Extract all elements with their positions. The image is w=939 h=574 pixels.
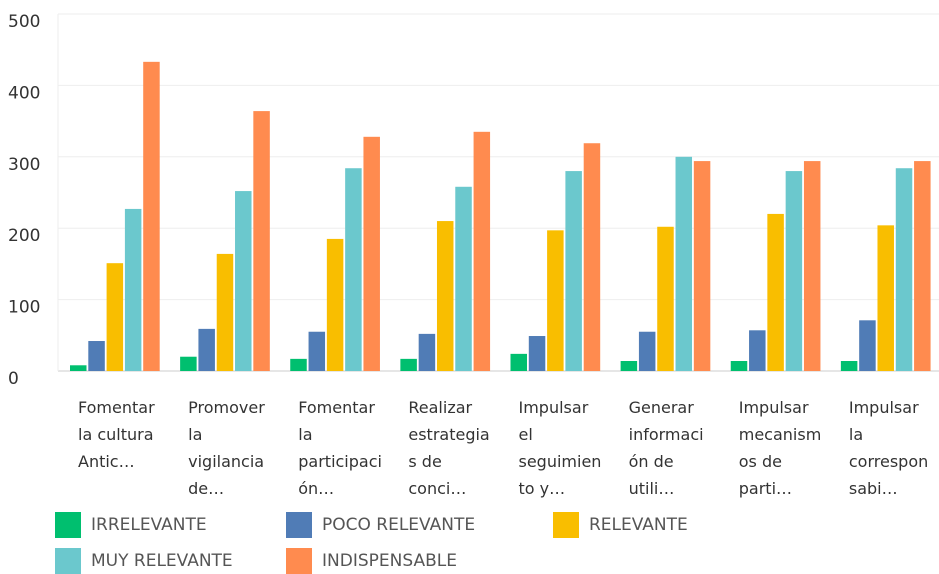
bar xyxy=(730,361,748,371)
legend-swatch xyxy=(553,512,579,538)
y-tick-label: 300 xyxy=(8,155,40,175)
bar xyxy=(345,168,362,371)
bar xyxy=(693,161,711,371)
legend-swatch xyxy=(55,548,81,574)
bar xyxy=(124,208,142,371)
y-tick-label: 400 xyxy=(8,83,40,103)
bar xyxy=(143,61,160,371)
y-tick-label: 200 xyxy=(8,226,40,246)
bar xyxy=(180,356,197,371)
bar xyxy=(840,361,858,371)
x-tick-label: Impulsar mecanismos de parti… xyxy=(738,398,822,498)
bar xyxy=(803,161,821,371)
y-tick-label: 100 xyxy=(8,298,40,318)
bar xyxy=(767,213,784,371)
legend-item: MUY RELEVANTE xyxy=(55,548,233,574)
legend-item: IRRELEVANTE xyxy=(55,512,207,538)
y-tick-label: 0 xyxy=(8,369,19,389)
bar xyxy=(620,361,638,371)
bar xyxy=(657,226,674,371)
bar xyxy=(106,263,124,371)
legend-swatch xyxy=(286,548,312,574)
legend-label: INDISPENSABLE xyxy=(322,551,457,571)
y-tick-label: 500 xyxy=(8,12,40,32)
legend-swatch xyxy=(55,512,81,538)
bar xyxy=(473,131,491,371)
x-tick-label: Fomentar la cultura Antic… xyxy=(78,398,155,471)
x-tick-label: Generar información de utili… xyxy=(628,398,704,498)
x-tick-label: Impulsar el seguimiento y… xyxy=(518,398,602,498)
bar xyxy=(565,171,582,371)
legend-label: IRRELEVANTE xyxy=(91,515,207,535)
bar xyxy=(583,143,601,371)
bar xyxy=(436,221,454,371)
bar xyxy=(895,168,913,371)
bar xyxy=(877,225,894,371)
legend-label: RELEVANTE xyxy=(589,515,688,535)
bar xyxy=(253,111,270,371)
bar xyxy=(88,341,105,371)
bar xyxy=(638,331,656,371)
x-tick-label: Impulsar la corresponsabi… xyxy=(848,398,929,498)
bar xyxy=(859,320,876,371)
legend-item: RELEVANTE xyxy=(553,512,688,538)
bar xyxy=(510,353,527,371)
legend-label: MUY RELEVANTE xyxy=(91,551,233,571)
legend-swatch xyxy=(286,512,312,538)
x-tick-label: Fomentar la participación… xyxy=(298,398,382,498)
bar xyxy=(400,358,417,371)
bar xyxy=(290,358,307,371)
bar xyxy=(326,238,344,371)
legend-item: INDISPENSABLE xyxy=(286,548,457,574)
legend-label: POCO RELEVANTE xyxy=(322,515,476,535)
legend-item: POCO RELEVANTE xyxy=(286,512,475,538)
bar xyxy=(528,336,546,371)
bar xyxy=(675,156,693,371)
bar xyxy=(198,328,215,371)
bar xyxy=(363,136,380,371)
bar xyxy=(418,333,436,371)
bar xyxy=(235,191,252,371)
bar xyxy=(216,253,234,371)
bar xyxy=(308,331,326,371)
bar xyxy=(785,171,803,371)
bar xyxy=(914,161,931,371)
bar xyxy=(547,230,564,371)
x-tick-label: Realizar estrategias de conci… xyxy=(408,398,490,498)
x-tick-label: Promover la vigilancia de… xyxy=(188,398,265,498)
bar xyxy=(70,365,87,371)
bar xyxy=(455,186,472,371)
bar xyxy=(749,330,766,371)
